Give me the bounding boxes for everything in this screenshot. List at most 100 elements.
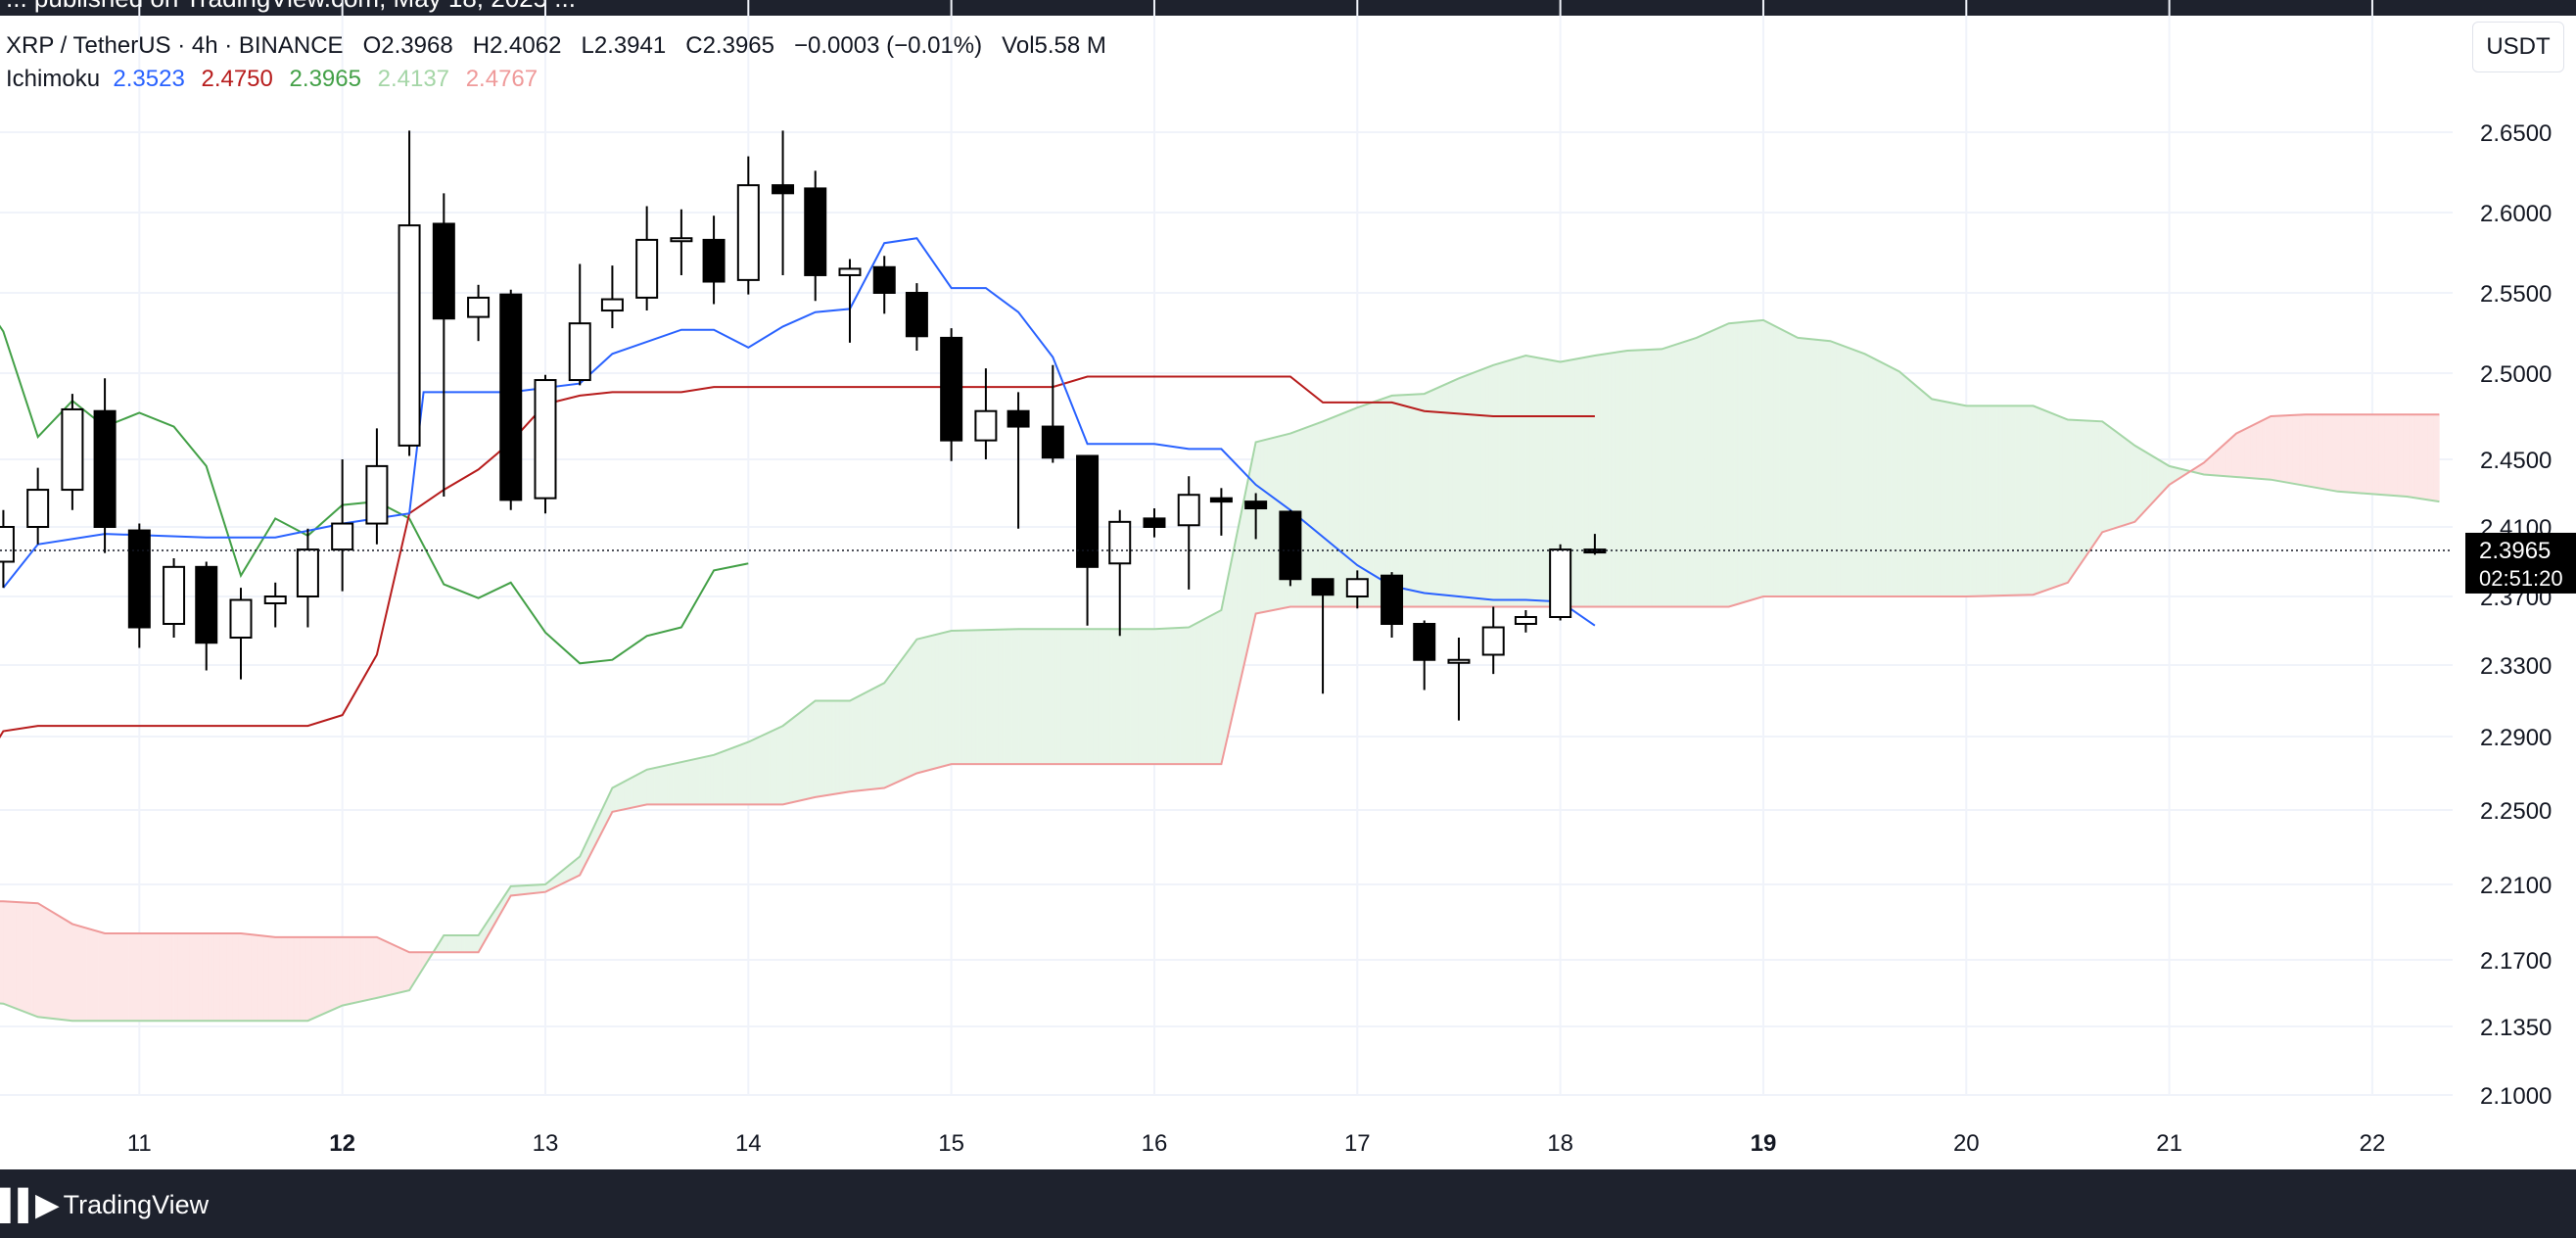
cloud-segment bbox=[98, 930, 102, 1022]
cloud-segment bbox=[1127, 628, 1131, 765]
cloud-segment bbox=[571, 860, 575, 881]
cloud-segment bbox=[2307, 413, 2310, 488]
cloud-segment bbox=[1414, 394, 1417, 607]
cloud-segment bbox=[881, 682, 885, 789]
cloud-segment bbox=[37, 902, 41, 1018]
candle-body bbox=[1381, 574, 1404, 626]
cloud-segment bbox=[336, 936, 339, 1009]
cloud-segment bbox=[1056, 628, 1059, 765]
cloud-segment bbox=[33, 902, 36, 1017]
candle bbox=[534, 374, 557, 514]
cloud-segment bbox=[384, 940, 388, 997]
tradingview-logo[interactable]: ▌▌▶ TradingView bbox=[0, 1187, 209, 1222]
cloud-segment bbox=[346, 936, 350, 1006]
cloud-segment bbox=[1768, 322, 1772, 597]
candle bbox=[1514, 610, 1537, 633]
cloud-segment bbox=[1728, 322, 1732, 607]
time-tick-label: 14 bbox=[735, 1130, 762, 1157]
candle-body bbox=[534, 379, 557, 500]
cloud-segment bbox=[879, 683, 883, 789]
cloud-segment bbox=[577, 855, 581, 877]
cloud-segment bbox=[2025, 405, 2028, 595]
cloud-segment bbox=[626, 779, 630, 810]
cloud-segment bbox=[535, 884, 538, 894]
cloud-segment bbox=[113, 932, 116, 1022]
cloud-segment bbox=[2169, 465, 2173, 486]
cloud-segment bbox=[707, 755, 711, 805]
cloud-segment bbox=[1480, 368, 1484, 607]
cloud-segment bbox=[189, 932, 193, 1022]
cloud-segment bbox=[1206, 616, 1210, 765]
price-change: −0.0003 (−0.01%) bbox=[794, 32, 983, 59]
cloud-segment bbox=[56, 913, 59, 1020]
currency-selector[interactable]: USDT bbox=[2472, 22, 2564, 72]
cloud-segment bbox=[1040, 628, 1044, 765]
cloud-segment bbox=[1099, 628, 1102, 765]
symbol-title[interactable]: XRP / TetherUS · 4h · BINANCE bbox=[6, 32, 344, 59]
cloud-segment bbox=[179, 932, 183, 1022]
cloud-segment bbox=[13, 901, 17, 1009]
cloud-segment bbox=[2059, 415, 2063, 587]
cloud-segment bbox=[1138, 628, 1141, 765]
cloud-segment bbox=[1505, 360, 1509, 607]
cloud-segment bbox=[299, 936, 303, 1022]
cloud-segment bbox=[987, 629, 991, 765]
ichimoku-conversion-value: 2.3523 bbox=[113, 66, 185, 92]
cloud-segment bbox=[313, 936, 317, 1019]
price-chart[interactable]: 2.65002.60002.55002.50002.45002.41002.37… bbox=[0, 0, 2576, 1169]
cloud-segment bbox=[2130, 442, 2133, 524]
candle bbox=[1583, 534, 1607, 555]
cloud-segment bbox=[323, 936, 327, 1015]
candle-body bbox=[905, 292, 928, 338]
cloud-segment bbox=[784, 722, 788, 805]
candle-body bbox=[163, 565, 186, 626]
cloud-segment bbox=[175, 932, 179, 1022]
cloud-segment bbox=[2112, 428, 2115, 530]
candle-body bbox=[331, 522, 354, 551]
cloud-segment bbox=[1342, 411, 1346, 607]
cloud-segment bbox=[2008, 405, 2012, 596]
cloud-segment bbox=[1787, 332, 1791, 597]
price-tick-label: 2.2900 bbox=[2480, 725, 2552, 751]
indicator-row[interactable]: Ichimoku 2.3523 2.4750 2.3965 2.4137 2.4… bbox=[6, 63, 1106, 96]
cloud-segment bbox=[1081, 628, 1084, 765]
cloud-segment bbox=[117, 932, 119, 1022]
cloud-segment bbox=[258, 934, 262, 1022]
cloud-segment bbox=[151, 932, 155, 1022]
cloud-segment bbox=[173, 932, 176, 1022]
cloud-segment bbox=[2388, 413, 2391, 497]
cloud-segment bbox=[1174, 627, 1178, 765]
cloud-segment bbox=[285, 936, 288, 1022]
candle bbox=[1177, 476, 1200, 590]
candle bbox=[398, 130, 421, 456]
cloud-segment bbox=[2313, 413, 2317, 489]
cloud-segment bbox=[2042, 409, 2046, 592]
cloud-segment bbox=[524, 884, 528, 895]
cloud-segment bbox=[912, 641, 915, 776]
cloud-segment bbox=[88, 928, 91, 1022]
cloud-segment bbox=[279, 936, 282, 1022]
cloud-segment bbox=[951, 630, 955, 765]
cloud-segment bbox=[169, 932, 172, 1022]
cloud-segment bbox=[1584, 357, 1587, 607]
cloud-segment bbox=[62, 917, 65, 1021]
cloud-segment bbox=[2412, 413, 2415, 499]
cloud-segment bbox=[1600, 354, 1604, 607]
cloud-segment bbox=[752, 738, 755, 805]
cloud-segment bbox=[351, 936, 355, 1004]
cloud-segment bbox=[904, 651, 908, 780]
cloud-segment bbox=[1711, 329, 1715, 607]
cloud-segment bbox=[1507, 359, 1511, 607]
cloud-segment bbox=[260, 934, 264, 1022]
candle-body bbox=[1209, 497, 1233, 503]
cloud-segment bbox=[2270, 415, 2273, 481]
cloud-segment bbox=[529, 884, 532, 894]
price-axis: 2.65002.60002.55002.50002.45002.41002.37… bbox=[2480, 120, 2552, 1110]
cloud-segment bbox=[2371, 413, 2375, 495]
cloud-segment bbox=[743, 741, 747, 805]
cloud-segment bbox=[1231, 549, 1235, 719]
cloud-segment bbox=[1259, 440, 1263, 614]
cloud-segment bbox=[217, 932, 221, 1022]
cloud-segment bbox=[1604, 353, 1608, 607]
cloud-segment bbox=[2227, 438, 2231, 477]
